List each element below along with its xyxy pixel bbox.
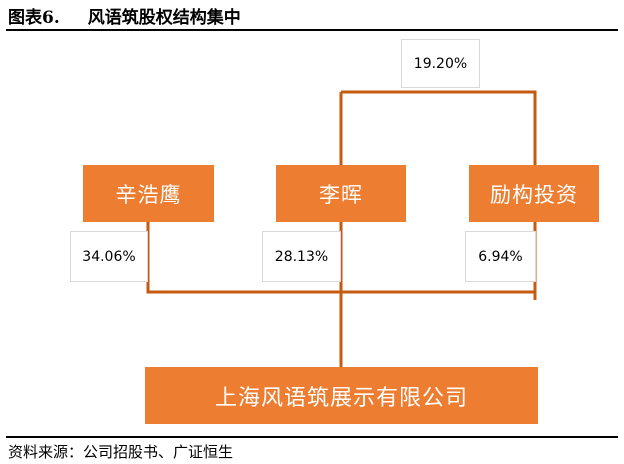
stake-label-li: 28.13% xyxy=(262,231,341,282)
source-note: 资料来源：公司招股书、广证恒生 xyxy=(8,443,234,461)
figure-label: 图表6. xyxy=(8,7,60,28)
shareholder-box-xin: 辛浩鹰 xyxy=(83,165,214,222)
company-box: 上海风语筑展示有限公司 xyxy=(145,367,538,424)
stake-label-ligou: 6.94% xyxy=(465,231,536,282)
figure-title-text: 风语筑股权结构集中 xyxy=(87,7,241,28)
top-connector xyxy=(341,90,537,300)
figure-title: 图表6. 风语筑股权结构集中 xyxy=(8,2,241,28)
top-stake-label: 19.20% xyxy=(401,39,480,88)
xin-connector xyxy=(146,222,535,294)
top-rule xyxy=(6,29,618,31)
shareholder-box-ligou: 励构投资 xyxy=(469,165,599,222)
bottom-rule xyxy=(6,436,618,438)
stake-label-xin: 34.06% xyxy=(70,231,148,282)
shareholder-box-li: 李晖 xyxy=(276,165,406,222)
